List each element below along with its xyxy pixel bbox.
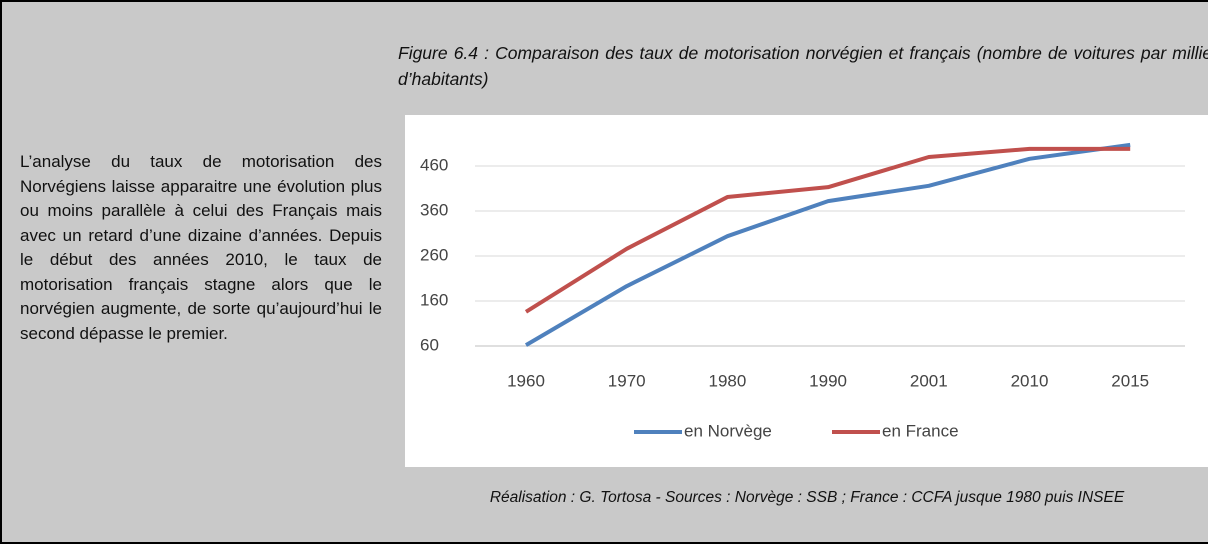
x-tick-label: 1990 <box>809 371 847 390</box>
x-tick-label: 2015 <box>1111 371 1149 390</box>
x-tick-label: 1980 <box>708 371 746 390</box>
y-tick-label: 260 <box>420 245 448 264</box>
data-line <box>524 146 1131 314</box>
y-tick-label: 60 <box>420 335 439 354</box>
y-tick-label: 160 <box>420 290 448 309</box>
x-tick-label: 1960 <box>507 371 545 390</box>
y-tick-label: 460 <box>420 155 448 174</box>
paragraph: L’analyse du taux de motorisation des No… <box>20 152 382 343</box>
legend-label: en Norvège <box>684 421 772 440</box>
x-tick-label: 2010 <box>1011 371 1049 390</box>
chart: 60 160 260 360 460 1960 1970 1980 1990 2001 2010 20… <box>405 115 1208 467</box>
caption: Réalisation : G. Tortosa - Sources : Nor… <box>489 489 1125 506</box>
figure-title: Figure 6.4 : Comparaison des taux de mot… <box>398 43 1208 89</box>
legend-label: en France <box>882 421 959 440</box>
y-tick-label: 360 <box>420 200 448 219</box>
x-tick-label: 2001 <box>910 371 948 390</box>
x-tick-label: 1970 <box>608 371 646 390</box>
data-line <box>524 142 1131 347</box>
